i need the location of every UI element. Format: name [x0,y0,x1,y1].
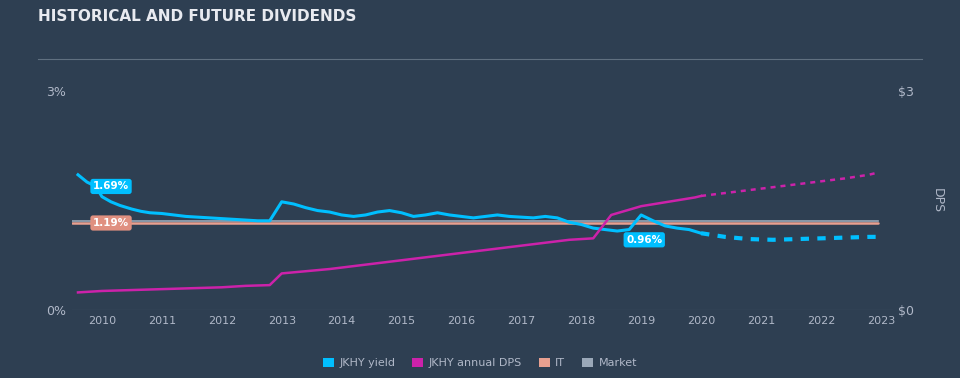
Text: 1.69%: 1.69% [93,181,129,191]
Y-axis label: DPS: DPS [931,188,944,213]
Text: 1.19%: 1.19% [93,218,129,228]
Text: HISTORICAL AND FUTURE DIVIDENDS: HISTORICAL AND FUTURE DIVIDENDS [38,9,357,25]
Text: 0.96%: 0.96% [626,235,662,245]
Legend: JKHY yield, JKHY annual DPS, IT, Market: JKHY yield, JKHY annual DPS, IT, Market [319,353,641,372]
